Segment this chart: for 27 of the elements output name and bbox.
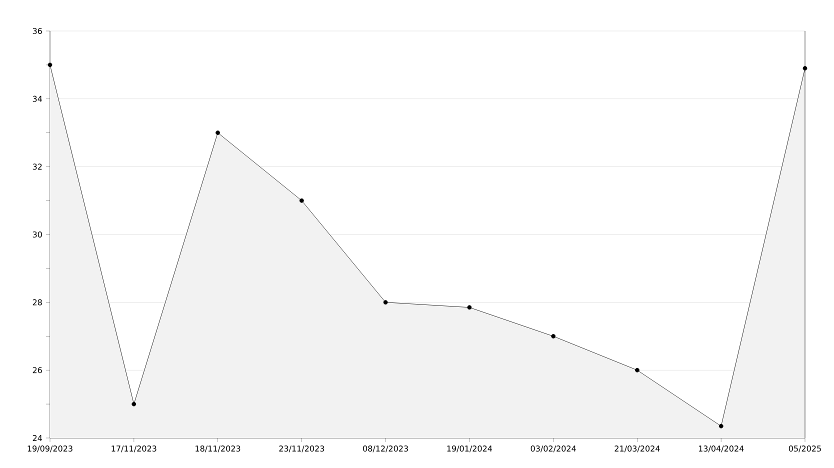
point [216,130,220,135]
point [299,198,304,203]
point [383,300,388,305]
point [467,305,472,310]
y-tick-label: 26 [32,367,42,374]
x-tick-label: 05/2025 [788,446,821,452]
x-tick-label: 08/12/2023 [363,446,408,452]
y-tick-label: 24 [32,435,42,441]
x-tick-label: 17/11/2023 [112,446,156,452]
y-tick-label: 36 [32,28,42,34]
x-tick-label: 19/09/2023 [28,446,72,452]
point [718,424,724,428]
point [635,368,640,372]
x-tick-label: 21/03/2024 [614,446,660,452]
y-tick-label: 32 [32,164,42,170]
x-tick-label: 23/11/2023 [279,446,324,452]
x-tick-label: 03/02/2024 [530,446,576,452]
point [48,62,52,68]
point [132,402,136,406]
x-tick-label: 19/01/2024 [447,446,492,452]
y-tick-label: 30 [32,231,42,238]
x-tick-label: 13/04/2024 [698,446,744,452]
point [802,66,808,70]
point [551,334,556,338]
x-tick-label: 18/11/2023 [196,446,240,452]
y-tick-label: 34 [32,96,42,102]
y-tick-label: 28 [32,299,42,306]
